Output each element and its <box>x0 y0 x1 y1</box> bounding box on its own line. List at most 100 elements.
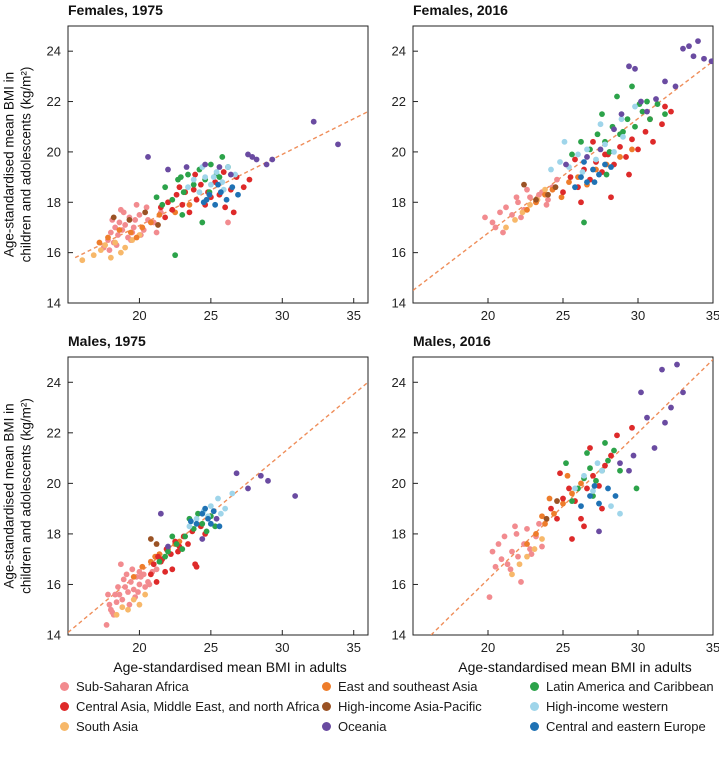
point-south-asia <box>125 606 131 613</box>
point-sub-saharan-africa <box>135 589 141 595</box>
point-central-asia-middle-east-and-north-africa <box>578 199 584 206</box>
x-tick-label: 35 <box>706 640 719 655</box>
point-oceania <box>257 472 264 479</box>
point-high-income-western <box>572 485 578 492</box>
point-central-asia-middle-east-and-north-africa <box>222 204 229 211</box>
point-central-asia-middle-east-and-north-africa <box>186 209 193 216</box>
point-oceania <box>269 156 276 163</box>
point-oceania <box>263 161 270 168</box>
point-sub-saharan-africa <box>122 584 129 590</box>
y-tick-label: 16 <box>392 577 406 592</box>
legend-item-oceania: Oceania <box>322 718 386 736</box>
legend-item-central-eastern-europe: Central and eastern Europe <box>530 718 706 736</box>
x-tick-label: 20 <box>132 308 146 323</box>
point-sub-saharan-africa <box>501 533 508 540</box>
point-sub-saharan-africa <box>489 548 496 555</box>
point-east-and-southeast-asia <box>564 472 571 479</box>
point-east-and-southeast-asia <box>139 224 146 231</box>
point-central-asia-middle-east-and-north-africa <box>608 194 614 201</box>
legend-item-latin-america-caribbean: Latin America and Caribbean <box>530 678 714 696</box>
point-oceania <box>245 151 251 158</box>
point-latin-america-and-caribbean <box>177 174 184 180</box>
point-east-and-southeast-asia <box>186 201 193 208</box>
fit-line <box>430 359 713 635</box>
point-south-asia <box>519 209 526 216</box>
y-tick-label: 20 <box>392 476 406 491</box>
legend-dot-icon <box>60 722 69 732</box>
point-central-asia-middle-east-and-north-africa <box>240 184 247 191</box>
point-south-asia <box>527 201 533 208</box>
x-axis-label-line: (kg/m²) <box>208 677 252 678</box>
point-latin-america-and-caribbean <box>617 467 623 474</box>
point-sub-saharan-africa <box>142 584 149 590</box>
y-tick-label: 14 <box>392 628 406 643</box>
point-central-and-eastern-europe <box>591 179 598 186</box>
point-oceania <box>638 389 644 396</box>
point-sub-saharan-africa <box>146 581 153 588</box>
point-central-asia-middle-east-and-north-africa <box>179 201 186 208</box>
point-central-asia-middle-east-and-north-africa <box>629 424 635 431</box>
point-high-income-western <box>618 116 625 123</box>
point-oceania <box>680 45 686 52</box>
point-oceania <box>626 467 632 474</box>
point-high-income-western <box>632 103 638 110</box>
point-sub-saharan-africa <box>515 553 521 560</box>
point-oceania <box>653 96 659 102</box>
point-latin-america-and-caribbean <box>185 171 191 178</box>
point-high-income-western <box>557 159 563 165</box>
point-high-income-asia-pacific <box>142 209 149 216</box>
point-oceania <box>659 366 665 373</box>
y-tick-label: 20 <box>47 476 61 491</box>
point-high-income-western <box>584 146 590 153</box>
point-central-and-eastern-europe <box>212 201 219 208</box>
point-high-income-western <box>581 472 587 479</box>
y-tick-label: 16 <box>47 245 61 260</box>
point-sub-saharan-africa <box>536 520 542 527</box>
point-latin-america-and-caribbean <box>156 558 163 565</box>
point-sub-saharan-africa <box>518 579 524 585</box>
panel-females-2016: Females, 2016 20 25 30 35 14 16 18 20 22 24 <box>392 2 719 323</box>
point-latin-america-and-caribbean <box>180 189 187 196</box>
point-central-and-eastern-europe <box>193 520 200 527</box>
point-latin-america-and-caribbean <box>162 553 169 560</box>
point-sub-saharan-africa <box>122 222 129 228</box>
point-east-and-southeast-asia <box>578 480 584 487</box>
plot-area <box>68 381 368 634</box>
point-sub-saharan-africa <box>126 601 133 608</box>
legend-item-east-southeast-asia: East and southeast Asia <box>322 678 477 696</box>
point-central-asia-middle-east-and-north-africa <box>668 108 674 115</box>
point-oceania <box>632 65 638 72</box>
point-central-asia-middle-east-and-north-africa <box>614 432 620 439</box>
point-sub-saharan-africa <box>127 579 134 585</box>
point-central-asia-middle-east-and-north-africa <box>590 138 596 145</box>
point-latin-america-and-caribbean <box>611 447 617 454</box>
point-central-and-eastern-europe <box>215 181 221 188</box>
point-sub-saharan-africa <box>123 571 130 578</box>
point-east-and-southeast-asia <box>116 227 123 233</box>
point-latin-america-and-caribbean <box>603 171 610 178</box>
point-central-asia-middle-east-and-north-africa <box>554 515 560 522</box>
plot-frame <box>67 356 369 636</box>
point-latin-america-and-caribbean <box>190 525 197 532</box>
point-high-income-asia-pacific <box>147 536 154 542</box>
y-axis-label: Age-standardised mean BMI in children and… <box>2 67 34 263</box>
point-east-and-southeast-asia <box>147 219 154 226</box>
point-east-and-southeast-asia <box>130 573 137 580</box>
legend-dot-icon <box>322 682 331 692</box>
point-latin-america-and-caribbean <box>629 83 635 90</box>
point-south-asia <box>119 604 126 611</box>
point-sub-saharan-africa <box>492 224 499 231</box>
point-central-asia-middle-east-and-north-africa <box>650 138 656 145</box>
point-high-income-asia-pacific <box>153 541 160 547</box>
point-latin-america-and-caribbean <box>594 131 601 138</box>
legend-dot-icon <box>60 682 69 692</box>
point-high-income-western <box>190 176 197 183</box>
point-high-income-asia-pacific <box>545 191 551 198</box>
plot-frame <box>67 25 369 304</box>
point-central-and-eastern-europe <box>202 505 209 512</box>
point-high-income-asia-pacific <box>552 184 559 191</box>
point-sub-saharan-africa <box>115 584 121 590</box>
point-sub-saharan-africa <box>130 586 137 593</box>
point-central-and-eastern-europe <box>203 196 210 203</box>
x-tick-label: 20 <box>481 308 495 323</box>
